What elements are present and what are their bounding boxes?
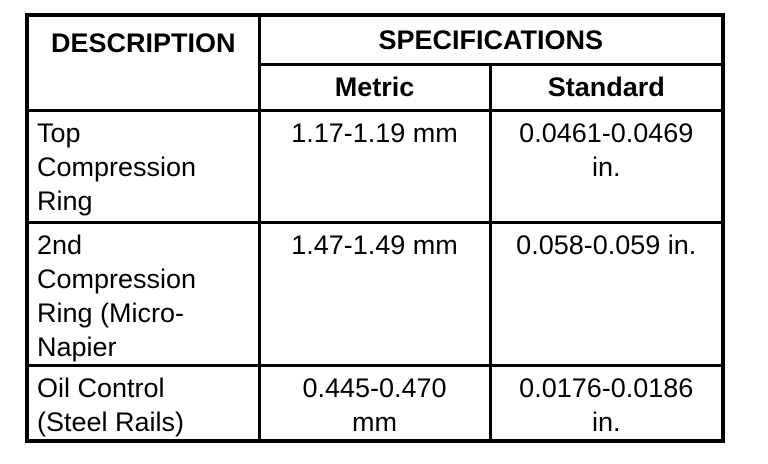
table-row: 2nd Compression Ring (Micro- Napier 1.47… [25,220,725,367]
metric-value-cell: 1.17-1.19 mm [257,108,492,224]
specifications-table: DESCRIPTION SPECIFICATIONS Metric Standa… [25,13,725,443]
table-header-row-main: DESCRIPTION SPECIFICATIONS [25,13,725,112]
standard-value-cell: 0.0461-0.0469 in. [488,108,725,224]
specifications-column-header: SPECIFICATIONS [257,13,725,66]
table-header-row-units: Metric Standard [27,62,725,112]
description-cell: 2nd Compression Ring (Micro- Napier [25,220,261,367]
standard-value-cell: 0.058-0.059 in. [488,220,725,367]
table-row: Top Compression Ring 1.17-1.19 mm 0.0461… [25,108,725,224]
table-row: Oil Control (Steel Rails) 0.445-0.470 mm… [25,363,725,442]
metric-column-header: Metric [257,62,492,112]
description-column-header: DESCRIPTION [25,13,261,112]
description-cell: Oil Control (Steel Rails) [25,363,261,442]
standard-column-header: Standard [488,62,725,112]
standard-value-cell: 0.0176-0.0186 in. [488,363,725,442]
metric-value-cell: 0.445-0.470 mm [257,363,492,442]
description-cell: Top Compression Ring [25,108,261,224]
metric-value-cell: 1.47-1.49 mm [257,220,492,367]
